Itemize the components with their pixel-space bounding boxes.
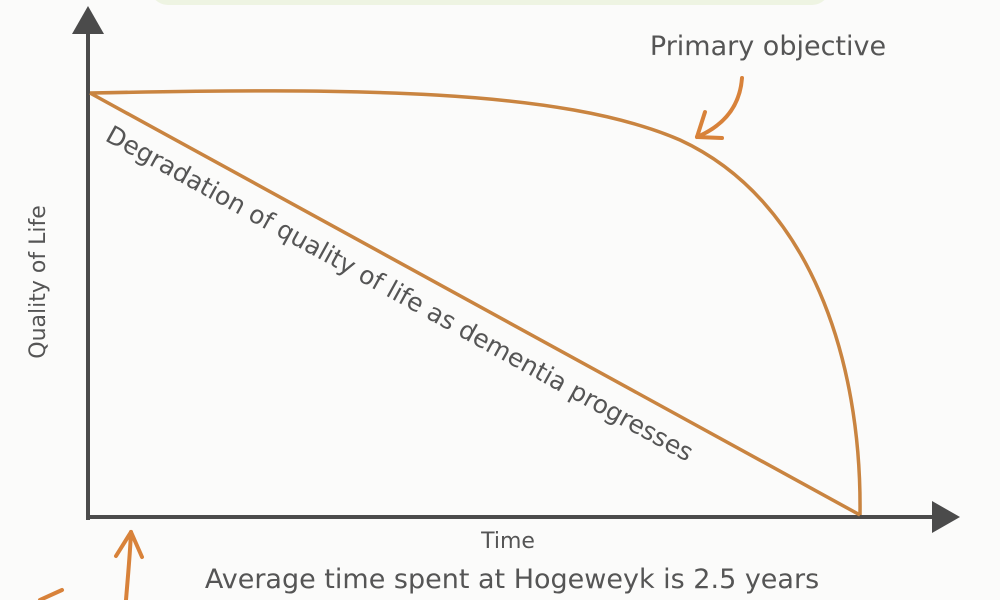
x-axis-label: Time [480,529,535,554]
annotation: Primary objective [650,31,886,62]
annotation-arrow [695,76,744,139]
caption-arrowhead [114,530,144,559]
x-axis-arrow [932,501,960,533]
partial-arrow [38,588,64,600]
caption: Average time spent at Hogeweyk is 2.5 ye… [205,564,819,595]
degradation-line [89,91,861,517]
top-box [155,0,825,5]
y-axis-label: Quality of Life [26,205,51,358]
y-axis-arrow [72,6,104,34]
annotation-arrowhead [695,110,724,140]
objective-curve [89,89,862,516]
caption-arrow [124,530,133,600]
